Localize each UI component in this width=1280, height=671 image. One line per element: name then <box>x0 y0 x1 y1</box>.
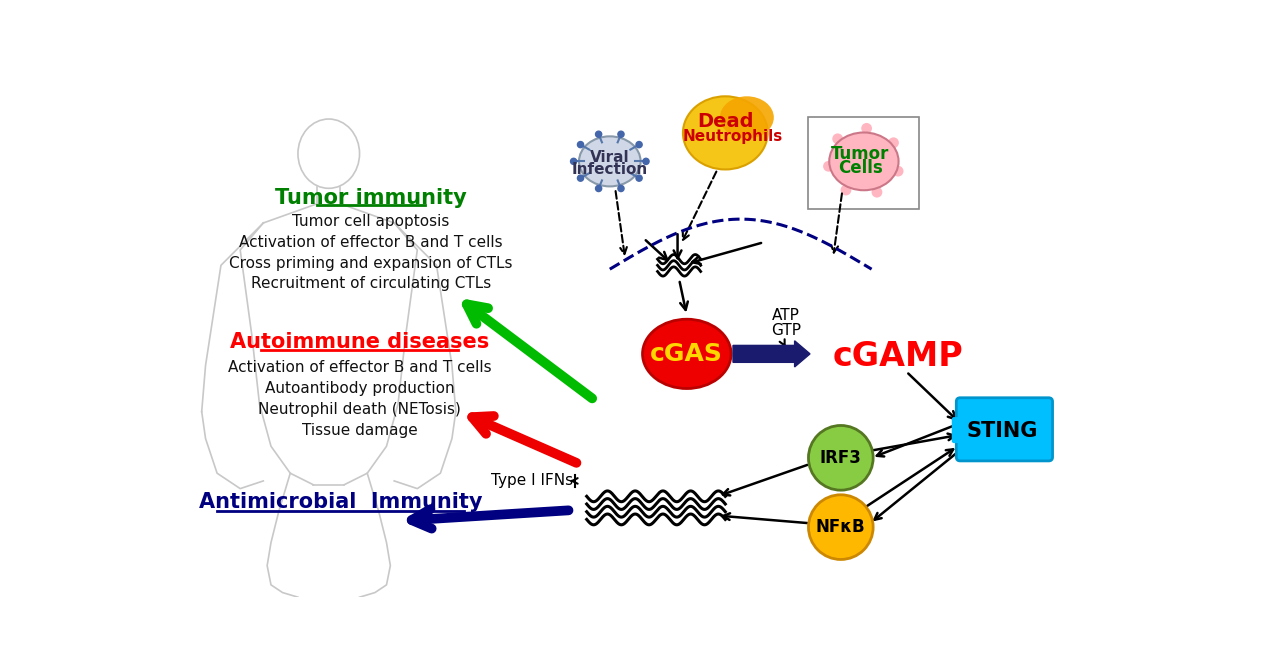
Ellipse shape <box>872 187 882 197</box>
Text: Autoantibody production: Autoantibody production <box>265 381 454 396</box>
FancyBboxPatch shape <box>952 418 969 442</box>
Circle shape <box>618 185 625 191</box>
Ellipse shape <box>832 134 844 144</box>
Text: IRF3: IRF3 <box>820 449 861 467</box>
Text: Tumor immunity: Tumor immunity <box>275 188 467 207</box>
Circle shape <box>618 131 625 138</box>
Text: Neutrophils: Neutrophils <box>682 130 783 144</box>
FancyBboxPatch shape <box>956 398 1052 461</box>
Text: Neutrophil death (NETosis): Neutrophil death (NETosis) <box>259 402 461 417</box>
Text: Viral: Viral <box>590 150 630 165</box>
Ellipse shape <box>861 123 872 134</box>
Text: Infection: Infection <box>572 162 648 176</box>
Circle shape <box>571 158 577 164</box>
Text: STING: STING <box>966 421 1038 441</box>
Ellipse shape <box>892 166 904 176</box>
Text: Dead: Dead <box>698 112 754 131</box>
Ellipse shape <box>841 185 851 195</box>
Text: Cells: Cells <box>837 158 882 176</box>
FancyBboxPatch shape <box>964 420 972 440</box>
Circle shape <box>577 175 584 181</box>
Circle shape <box>809 495 873 560</box>
Text: Activation of effector B and T cells: Activation of effector B and T cells <box>239 235 503 250</box>
Circle shape <box>643 158 649 164</box>
Text: Antimicrobial  Immunity: Antimicrobial Immunity <box>198 493 483 513</box>
Text: ATP: ATP <box>772 308 800 323</box>
Circle shape <box>636 142 643 148</box>
FancyArrow shape <box>733 341 810 367</box>
Ellipse shape <box>823 161 833 172</box>
Circle shape <box>595 131 602 138</box>
Circle shape <box>595 185 602 191</box>
Text: cGAS: cGAS <box>650 342 723 366</box>
Ellipse shape <box>888 138 899 148</box>
Ellipse shape <box>719 97 774 139</box>
Text: Tumor: Tumor <box>831 145 890 162</box>
Ellipse shape <box>643 319 731 389</box>
Text: NFκB: NFκB <box>815 518 865 536</box>
Text: GTP: GTP <box>772 323 801 338</box>
Ellipse shape <box>579 136 640 187</box>
Text: Type I IFNs: Type I IFNs <box>492 474 573 488</box>
Text: Autoimmune diseases: Autoimmune diseases <box>230 332 489 352</box>
Ellipse shape <box>829 132 899 191</box>
Text: Tissue damage: Tissue damage <box>302 423 417 437</box>
Text: Tumor cell apoptosis: Tumor cell apoptosis <box>292 214 449 229</box>
Circle shape <box>809 425 873 490</box>
Circle shape <box>577 142 584 148</box>
Ellipse shape <box>684 97 768 170</box>
Text: Cross priming and expansion of CTLs: Cross priming and expansion of CTLs <box>229 256 513 270</box>
Circle shape <box>636 175 643 181</box>
Text: Activation of effector B and T cells: Activation of effector B and T cells <box>228 360 492 375</box>
Text: cGAMP: cGAMP <box>833 340 964 372</box>
Text: Recruitment of circulating CTLs: Recruitment of circulating CTLs <box>251 276 492 291</box>
